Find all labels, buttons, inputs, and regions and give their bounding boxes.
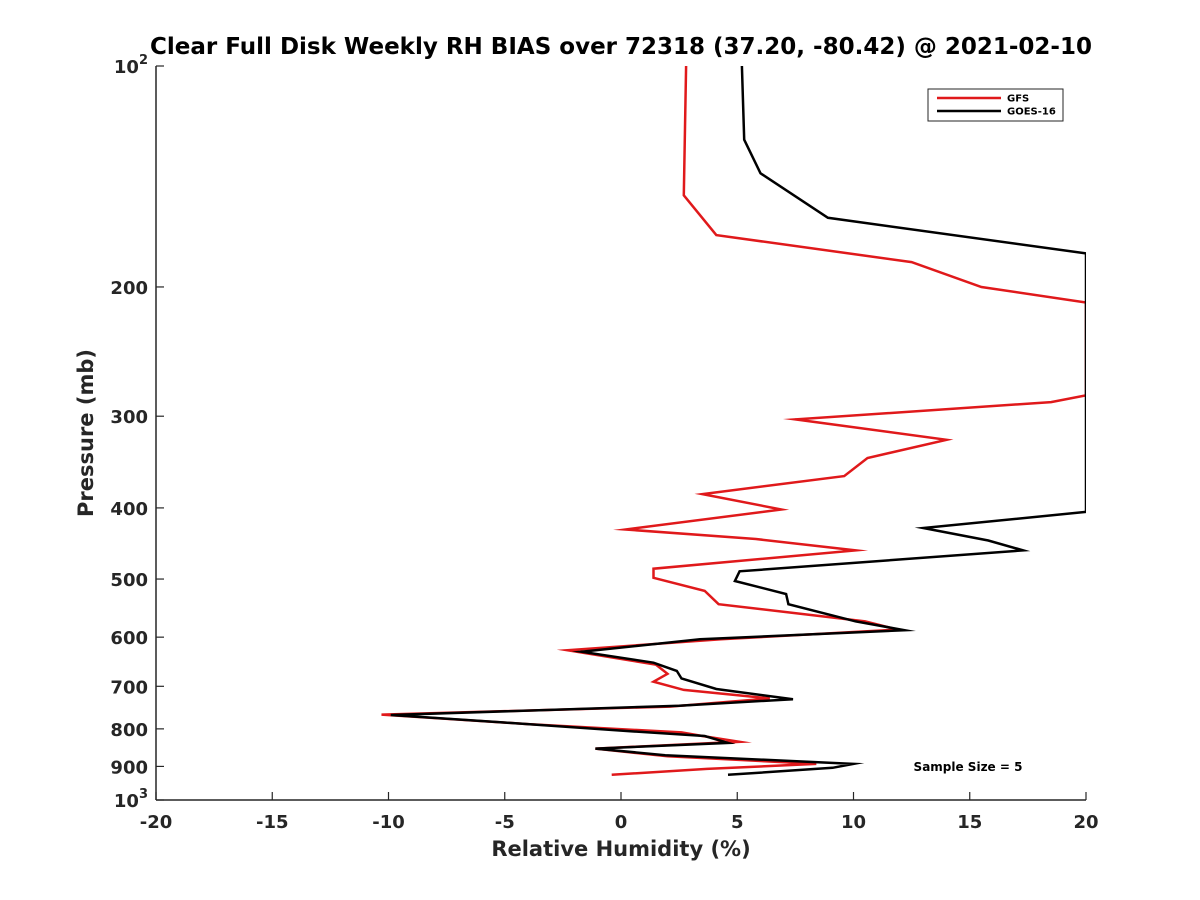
x-tick-label: -5 (495, 812, 515, 833)
sample-size-annotation: Sample Size = 5 (914, 760, 1023, 774)
y-tick-label: 800 (110, 720, 148, 741)
x-tick-label: 5 (731, 812, 744, 833)
legend-label-goes16: GOES-16 (1007, 107, 1056, 118)
y-ticks: 102 200 300 400 500 600 700 800 900 103 (110, 53, 164, 812)
x-tick-label: 15 (957, 812, 982, 833)
legend-box (927, 88, 1064, 122)
series-line-gfs (381, 66, 1086, 777)
axes-layer (155, 66, 1086, 801)
x-tick-label: -15 (256, 812, 289, 833)
x-tick-label: -20 (140, 812, 173, 833)
y-tick-label: 900 (110, 757, 148, 778)
x-tick-label: 10 (841, 812, 866, 833)
series-layer (381, 66, 1086, 777)
y-tick-label: 103 (114, 787, 148, 812)
legend: GFS GOES-16 (927, 88, 1064, 122)
x-tick-label: 20 (1073, 812, 1098, 833)
y-tick-label: 600 (110, 628, 148, 649)
legend-label-gfs: GFS (1007, 94, 1029, 105)
y-tick-label: 300 (110, 407, 148, 428)
x-ticks: -20 -15 -10 -5 0 5 10 15 20 (140, 792, 1099, 833)
series-line-goes16 (390, 66, 1086, 777)
y-tick-label: 200 (110, 278, 148, 299)
x-tick-label: 0 (615, 812, 628, 833)
y-tick-label: 400 (110, 499, 148, 520)
chart-title: Clear Full Disk Weekly RH BIAS over 7231… (150, 34, 1092, 60)
x-axis-label: Relative Humidity (%) (491, 837, 750, 861)
y-tick-label: 500 (110, 570, 148, 591)
x-tick-label: -10 (372, 812, 405, 833)
y-tick-label: 700 (110, 677, 148, 698)
y-axis-label: Pressure (mb) (74, 349, 98, 517)
y-tick-label: 102 (114, 53, 148, 78)
